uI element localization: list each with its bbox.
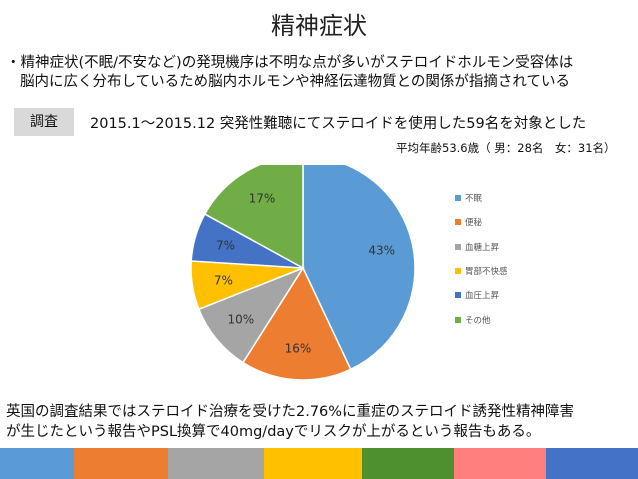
legend-item-1: 便秘 <box>455 210 508 234</box>
legend-swatch-4 <box>455 292 461 299</box>
bottom-bar-segment-2 <box>168 448 264 479</box>
legend-swatch-3 <box>455 268 461 275</box>
legend-swatch-5 <box>455 316 461 323</box>
study-tag: 調査 <box>14 108 74 136</box>
pie-label-0: 43% <box>368 243 395 257</box>
bottom-color-bar <box>0 448 638 479</box>
pie-slice-5 <box>203 165 304 270</box>
legend-label-5: その他 <box>465 315 491 326</box>
bottom-bar-segment-4 <box>362 448 454 479</box>
legend-label-0: 不眠 <box>465 194 483 205</box>
legend-label-3: 胃部不快感 <box>465 267 508 278</box>
legend-label-1: 便秘 <box>465 218 483 229</box>
pie-slice-0 <box>302 165 416 371</box>
chart-legend: 不眠便秘血糖上昇胃部不快感血圧上昇その他 <box>455 186 508 332</box>
pie-label-4: 7% <box>216 239 235 253</box>
legend-item-3: 胃部不快感 <box>455 259 508 283</box>
legend-label-2: 血糖上昇 <box>465 242 500 253</box>
legend-item-5: その他 <box>455 307 508 331</box>
footnote-line-1: 英国の調査結果ではステロイド治療を受けた2.76%に重症のステロイド誘発性精神障… <box>6 404 575 420</box>
bottom-bar-segment-6 <box>546 448 638 479</box>
pie-chart: 43% 16% 10% 7% 7% 17% <box>190 165 416 381</box>
legend-swatch-0 <box>455 195 461 202</box>
bottom-bar-segment-5 <box>454 448 546 479</box>
legend-item-2: 血糖上昇 <box>455 235 508 259</box>
demographics: 平均年齢53.6歳（ 男：28名 女：31名） <box>396 141 616 155</box>
pie-label-2: 10% <box>228 312 255 326</box>
slide-title: 精神症状 <box>271 12 367 40</box>
legend-item-0: 不眠 <box>455 186 508 210</box>
legend-swatch-1 <box>455 219 461 226</box>
pie-label-5: 17% <box>249 192 276 206</box>
pie-label-1: 16% <box>285 341 312 355</box>
bottom-bar-segment-0 <box>0 448 74 479</box>
bottom-bar-segment-3 <box>264 448 362 479</box>
footnote-line-2: が生じたという報告やPSL換算で40mg/dayでリスクが上がるという報告もある… <box>6 424 541 440</box>
legend-item-4: 血圧上昇 <box>455 283 508 307</box>
bottom-bar-segment-1 <box>74 448 168 479</box>
bullet-line-1: ・精神症状(不眠/不安など)の発現機序は不明な点が多いがステロイドホルモン受容体… <box>6 55 574 71</box>
legend-label-4: 血圧上昇 <box>465 291 500 302</box>
footnote: 英国の調査結果ではステロイド治療を受けた2.76%に重症のステロイド誘発性精神障… <box>6 402 574 442</box>
pie-slice-1 <box>241 266 352 381</box>
study-description: 2015.1～2015.12 突発性難聴にてステロイドを使用した59名を対象とし… <box>90 116 587 132</box>
pie-label-3: 7% <box>214 274 233 288</box>
bullet-text: ・精神症状(不眠/不安など)の発現機序は不明な点が多いがステロイドホルモン受容体… <box>6 54 634 92</box>
bullet-line-2: 脳内に広く分布しているため脳内ホルモンや神経伝達物質との関係が指摘されている <box>20 74 570 90</box>
legend-swatch-2 <box>455 243 461 250</box>
